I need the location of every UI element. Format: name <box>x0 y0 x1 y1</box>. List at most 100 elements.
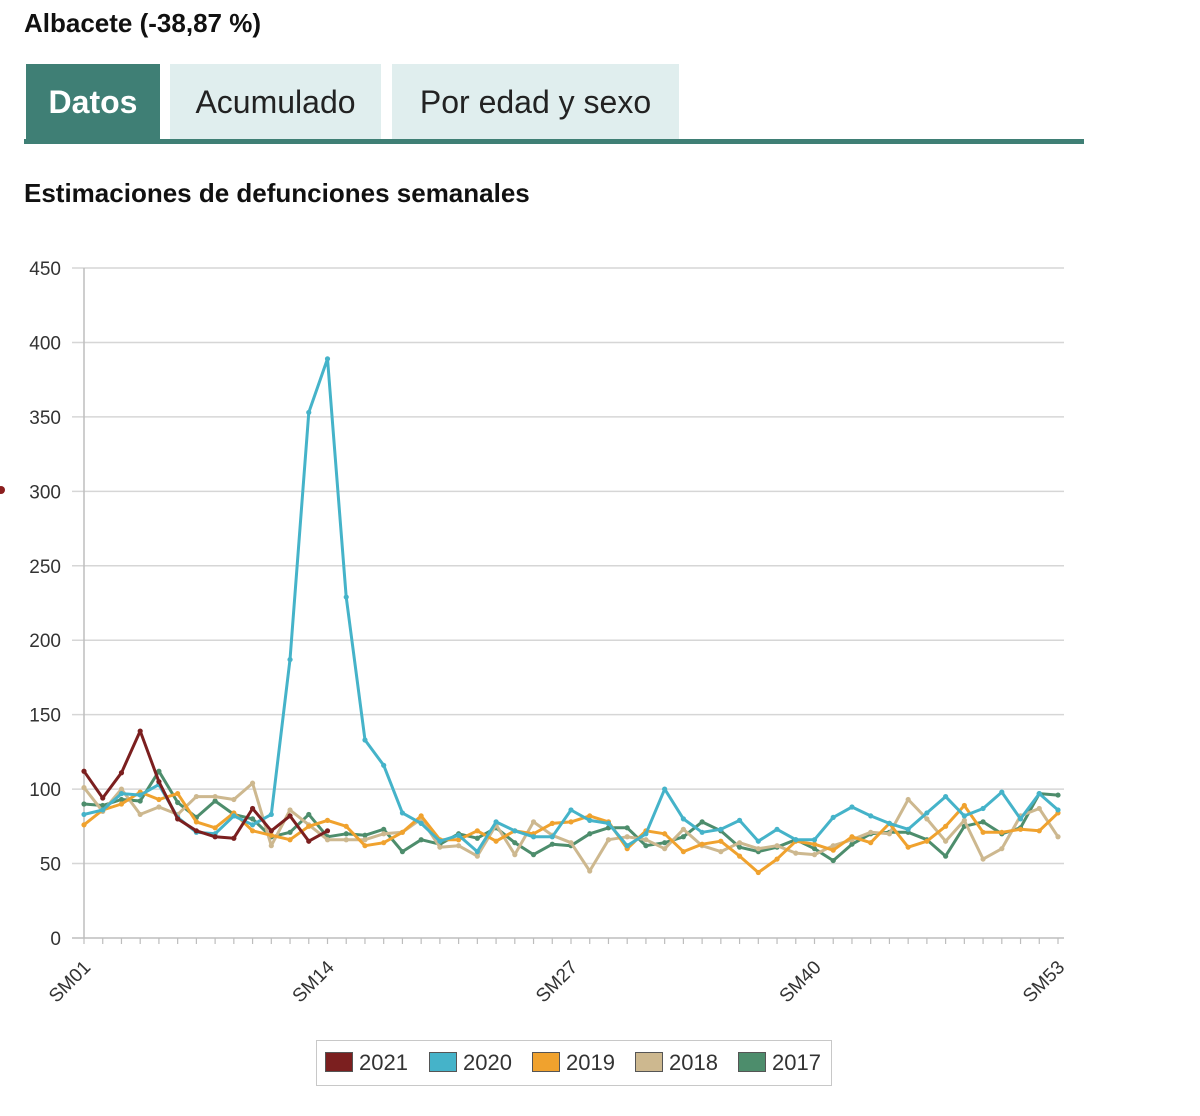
data-point-2021 <box>193 828 199 834</box>
data-point-2018 <box>287 807 293 813</box>
data-point-2020 <box>943 793 949 800</box>
data-point-2019 <box>568 819 574 825</box>
data-point-2017 <box>830 857 836 864</box>
data-point-2018 <box>886 831 893 837</box>
tab-acumulado[interactable]: Acumulado <box>170 64 381 140</box>
data-point-2019 <box>699 841 705 847</box>
x-tick-label-sm40: SM40 <box>776 957 826 1007</box>
legend-label-2021: 2021 <box>359 1050 408 1075</box>
data-point-2019 <box>362 843 368 849</box>
data-point-2019 <box>268 832 274 838</box>
data-point-2020 <box>849 804 855 810</box>
x-tick-label-sm53: SM53 <box>1019 957 1069 1007</box>
data-point-2017 <box>549 841 555 847</box>
data-point-2019 <box>287 837 293 843</box>
data-point-2018 <box>268 843 274 849</box>
data-point-2018 <box>643 837 649 843</box>
data-point-2020 <box>886 820 893 826</box>
data-point-2020 <box>343 594 349 600</box>
data-point-2018 <box>680 826 686 832</box>
data-point-2018 <box>718 849 724 855</box>
data-point-2020 <box>268 811 274 818</box>
data-point-2017 <box>81 801 87 807</box>
data-point-2020 <box>1055 807 1061 813</box>
data-point-2019 <box>943 823 949 829</box>
legend-label-2017: 2017 <box>772 1050 821 1075</box>
data-point-2021 <box>306 838 312 844</box>
x-tick-label-sm27: SM27 <box>532 957 582 1007</box>
data-point-2017 <box>943 853 949 859</box>
data-point-2017 <box>624 825 630 831</box>
data-point-2020 <box>568 807 574 813</box>
series-line-2021 <box>82 729 329 843</box>
y-tick-label-450: 450 <box>29 259 61 280</box>
data-point-2020 <box>512 828 518 834</box>
data-point-2019 <box>418 813 424 819</box>
data-point-2020 <box>118 790 125 797</box>
data-point-2018 <box>999 846 1005 852</box>
data-point-2017 <box>849 841 855 847</box>
data-point-2021 <box>324 828 331 834</box>
data-point-2018 <box>324 837 331 843</box>
legend-swatch-2020 <box>429 1052 457 1072</box>
data-point-2021 <box>231 835 237 841</box>
data-point-2017 <box>100 802 106 809</box>
legend-item-2020[interactable]: 2020 <box>421 1041 524 1085</box>
y-tick-label-300: 300 <box>29 482 61 503</box>
legend-label-2019: 2019 <box>566 1050 615 1075</box>
data-point-2021 <box>118 770 125 776</box>
data-point-2019 <box>736 853 743 859</box>
data-point-2018 <box>118 786 125 792</box>
data-point-2018 <box>662 846 668 852</box>
data-point-2017 <box>1055 792 1061 798</box>
data-point-2018 <box>736 840 743 846</box>
legend-swatch-2017 <box>738 1052 766 1072</box>
data-point-2020 <box>549 834 555 840</box>
data-point-2020 <box>81 811 87 818</box>
data-point-2019 <box>961 802 967 809</box>
data-point-2017 <box>306 811 312 818</box>
data-point-2020 <box>362 737 368 743</box>
data-point-2018 <box>905 796 911 803</box>
data-point-2018 <box>943 838 949 844</box>
data-point-2017 <box>736 844 743 850</box>
data-point-2017 <box>587 831 593 837</box>
legend-label-2018: 2018 <box>669 1050 718 1075</box>
data-point-2019 <box>811 841 818 847</box>
data-point-2021 <box>249 805 256 812</box>
y-tick-label-250: 250 <box>29 557 61 578</box>
data-point-2020 <box>755 838 761 844</box>
data-point-2017 <box>175 799 181 806</box>
legend-item-2021[interactable]: 2021 <box>317 1041 421 1085</box>
data-point-2020 <box>437 838 443 844</box>
data-point-2021 <box>137 728 143 734</box>
legend-label-2020: 2020 <box>463 1050 512 1075</box>
legend-item-2017[interactable]: 2017 <box>730 1041 830 1085</box>
legend-item-2019[interactable]: 2019 <box>524 1041 627 1085</box>
data-point-2017 <box>680 834 686 840</box>
legend-item-2018[interactable]: 2018 <box>627 1041 730 1085</box>
data-point-2020 <box>793 837 799 843</box>
y-tick-label-0: 0 <box>50 929 61 950</box>
tab-bar: Datos Acumulado Por edad y sexo <box>24 62 1084 146</box>
data-point-2018 <box>1055 834 1061 840</box>
data-point-2017 <box>156 768 162 774</box>
tab-datos[interactable]: Datos <box>26 64 160 140</box>
series-line-2020 <box>82 357 1060 854</box>
data-point-2020 <box>830 814 836 821</box>
data-point-2017 <box>699 819 705 825</box>
data-point-2017 <box>512 840 518 846</box>
data-point-2020 <box>1036 790 1042 797</box>
data-point-2017 <box>362 832 368 838</box>
data-point-2018 <box>568 840 574 846</box>
data-point-2020 <box>324 356 331 362</box>
chart-legend: 2021 2020 2019 2018 2017 <box>316 1040 832 1086</box>
data-point-2019 <box>980 829 986 835</box>
data-point-2020 <box>736 817 743 823</box>
tab-por-edad-y-sexo[interactable]: Por edad y sexo <box>392 64 679 140</box>
data-point-2020 <box>868 813 874 819</box>
legend-swatch-2019 <box>532 1052 560 1072</box>
data-point-2021 <box>81 768 87 774</box>
data-point-2021 <box>156 779 162 785</box>
data-point-2017 <box>530 852 537 858</box>
